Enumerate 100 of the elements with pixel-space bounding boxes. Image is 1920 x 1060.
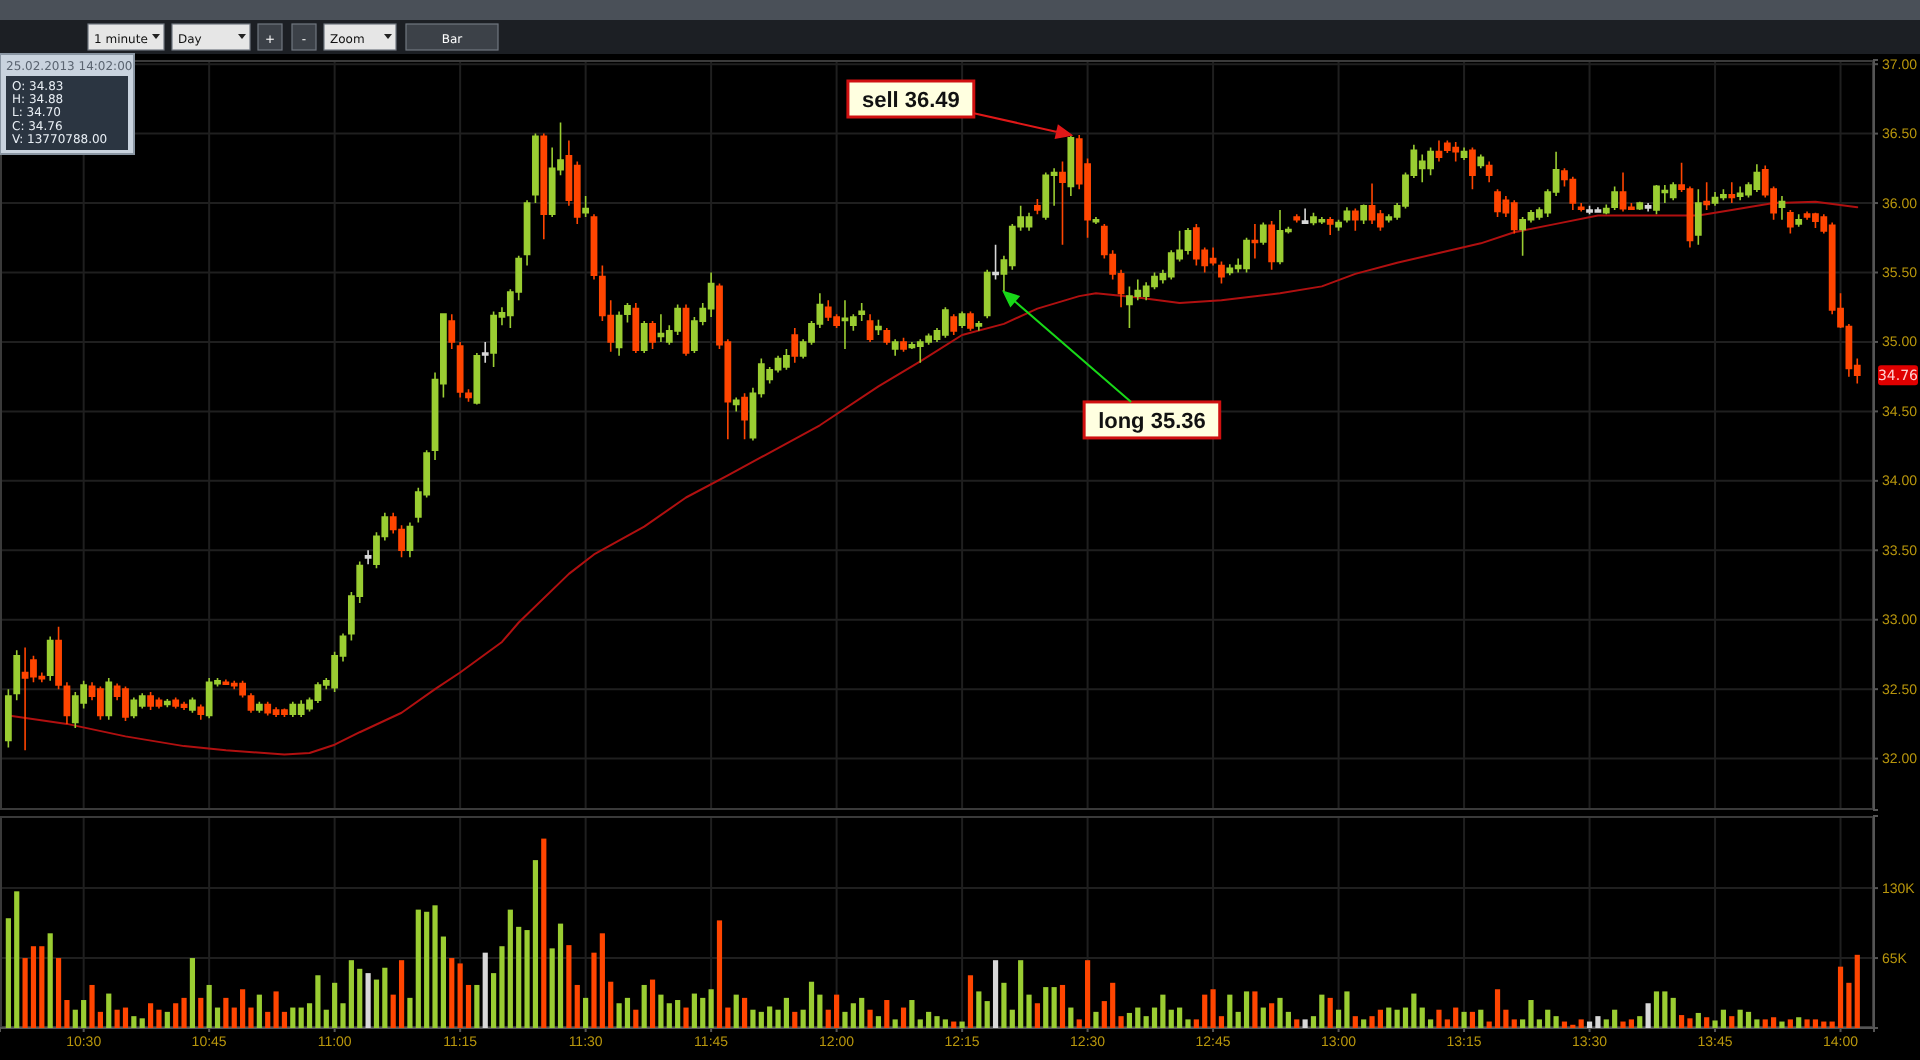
- candlestick: [155, 696, 163, 710]
- bar: [382, 967, 388, 1028]
- bar: [1469, 1011, 1476, 1028]
- bar: [783, 997, 789, 1028]
- candlestick: [1335, 218, 1342, 232]
- bar: [624, 997, 631, 1028]
- bar: [206, 984, 212, 1028]
- candlestick: [4, 688, 12, 749]
- bar: [156, 1009, 162, 1028]
- bar: [1796, 1017, 1802, 1028]
- candlestick: [1812, 211, 1819, 229]
- bar: [332, 982, 338, 1028]
- bar: [691, 993, 697, 1028]
- candlestick: [272, 706, 280, 718]
- candlestick: [1034, 198, 1041, 215]
- bar: [808, 981, 815, 1028]
- bar: [424, 911, 430, 1028]
- bar: [432, 905, 438, 1028]
- candlestick: [255, 700, 263, 714]
- bar: [716, 920, 723, 1028]
- bar: [583, 997, 589, 1028]
- bar: [55, 958, 62, 1028]
- bar: [474, 984, 480, 1028]
- bar: [1051, 987, 1057, 1028]
- bar: [507, 909, 513, 1028]
- bar: [1277, 997, 1283, 1028]
- bar: [557, 923, 564, 1028]
- bar: [1662, 991, 1668, 1028]
- bar: [942, 1019, 948, 1028]
- candlestick: [582, 195, 590, 218]
- candlestick: [1469, 146, 1476, 190]
- bar: [1352, 1016, 1358, 1028]
- candlestick: [841, 299, 849, 350]
- candlestick: [1310, 211, 1317, 227]
- bar: [1210, 989, 1216, 1028]
- candlestick: [967, 310, 974, 332]
- bar: [532, 860, 539, 1028]
- bar: [139, 1018, 145, 1028]
- candlestick: [1711, 191, 1719, 207]
- bar: [1093, 1011, 1099, 1028]
- candlestick: [958, 310, 966, 329]
- candlestick: [490, 310, 497, 368]
- bar: [348, 960, 354, 1028]
- bar: [1628, 1019, 1634, 1028]
- bar: [357, 968, 363, 1028]
- bar: [1110, 982, 1116, 1028]
- bar: [1394, 1009, 1400, 1028]
- candlestick: [1586, 205, 1593, 215]
- candlestick: [1092, 216, 1100, 225]
- bar: [256, 994, 262, 1028]
- bar: [1762, 1019, 1768, 1028]
- bar: [1779, 1021, 1785, 1028]
- bar: [1687, 1018, 1693, 1028]
- candlestick: [1786, 209, 1794, 235]
- bar: [934, 1016, 940, 1028]
- candlestick: [1192, 223, 1200, 267]
- bar: [1135, 1007, 1141, 1028]
- bar: [1637, 1016, 1643, 1028]
- bar: [122, 1007, 129, 1028]
- candlestick: [281, 707, 288, 718]
- candlestick: [992, 243, 999, 281]
- bar: [1386, 1007, 1392, 1028]
- candlestick: [1025, 211, 1033, 232]
- bar: [792, 1011, 798, 1028]
- candlestick: [1619, 171, 1627, 213]
- bar: [482, 952, 488, 1028]
- candlestick: [289, 700, 297, 718]
- bar: [47, 933, 53, 1028]
- candlestick: [63, 681, 71, 725]
- bar: [900, 1007, 907, 1028]
- bar: [1227, 994, 1233, 1028]
- candlestick: [824, 299, 832, 322]
- candlestick: [197, 703, 205, 721]
- candlestick: [105, 677, 113, 721]
- bar: [131, 1016, 137, 1028]
- candlestick: [297, 699, 305, 718]
- candlestick: [1569, 175, 1577, 211]
- candlestick: [1418, 153, 1426, 184]
- candlestick: [1452, 141, 1460, 163]
- candlestick: [1126, 285, 1133, 329]
- bar: [884, 1000, 890, 1028]
- bar: [616, 1003, 622, 1028]
- bar: [1612, 1009, 1618, 1028]
- candlestick: [891, 338, 899, 357]
- candlestick: [481, 341, 489, 364]
- bar: [1478, 1009, 1484, 1028]
- candlestick: [1510, 199, 1518, 235]
- bar: [566, 945, 572, 1028]
- bar: [1461, 1011, 1467, 1028]
- bar: [926, 1011, 932, 1028]
- bar: [1545, 1009, 1551, 1028]
- candlestick: [1720, 188, 1727, 202]
- candlestick: [741, 392, 748, 440]
- annotation: sell 36.49: [861, 89, 960, 113]
- bar: [758, 1011, 764, 1028]
- bar: [892, 1019, 898, 1028]
- bar: [1068, 1007, 1074, 1028]
- bar: [1737, 1009, 1743, 1028]
- bar: [1369, 1016, 1375, 1028]
- bar: [81, 1000, 87, 1028]
